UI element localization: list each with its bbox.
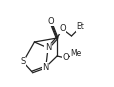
Text: S: S [20,58,26,66]
Text: N: N [42,62,49,72]
Text: O: O [47,17,53,25]
Text: N: N [44,44,51,52]
Text: Et: Et [76,23,84,31]
Text: O: O [59,25,65,33]
Text: Me: Me [70,50,81,58]
Text: O: O [62,54,68,62]
